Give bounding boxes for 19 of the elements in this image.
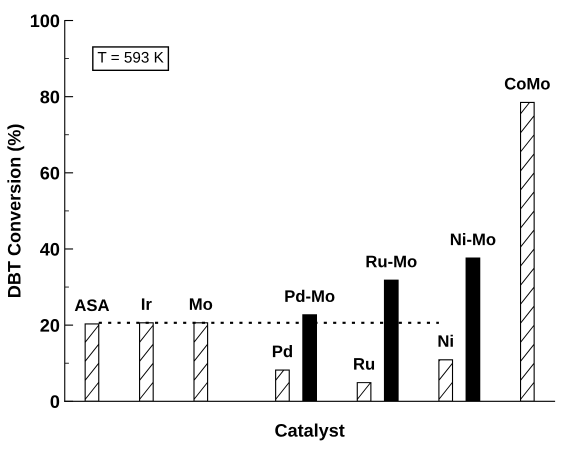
x-tick-label: Mo [190,298,212,310]
y-tick-label: 80 [40,90,60,104]
y-tick-label: 20 [40,319,60,332]
x-tick-label: Ni-Mo [450,233,496,246]
y-tick-label: 60 [40,166,60,180]
x-tick-label: ASA [74,299,110,312]
x-tick-label: Pd-Mo [285,290,334,302]
y-tick-label: 0 [50,395,60,408]
x-axis-title: Catalyst [275,424,345,440]
y-tick-label: 40 [40,242,60,256]
annotation: T = 593 K [98,52,164,63]
x-tick-label: Ru-Mo [366,256,417,268]
x-tick-label: Ni [438,334,453,347]
x-tick-label: Pd [272,345,292,358]
x-tick-label: Ru [354,358,374,370]
x-tick-label: CoMo [504,78,550,90]
x-tick-label: Ir [142,298,152,310]
y-tick-label: 100 [30,14,60,28]
y-axis-title: DBT Conversion (%) [7,124,24,297]
